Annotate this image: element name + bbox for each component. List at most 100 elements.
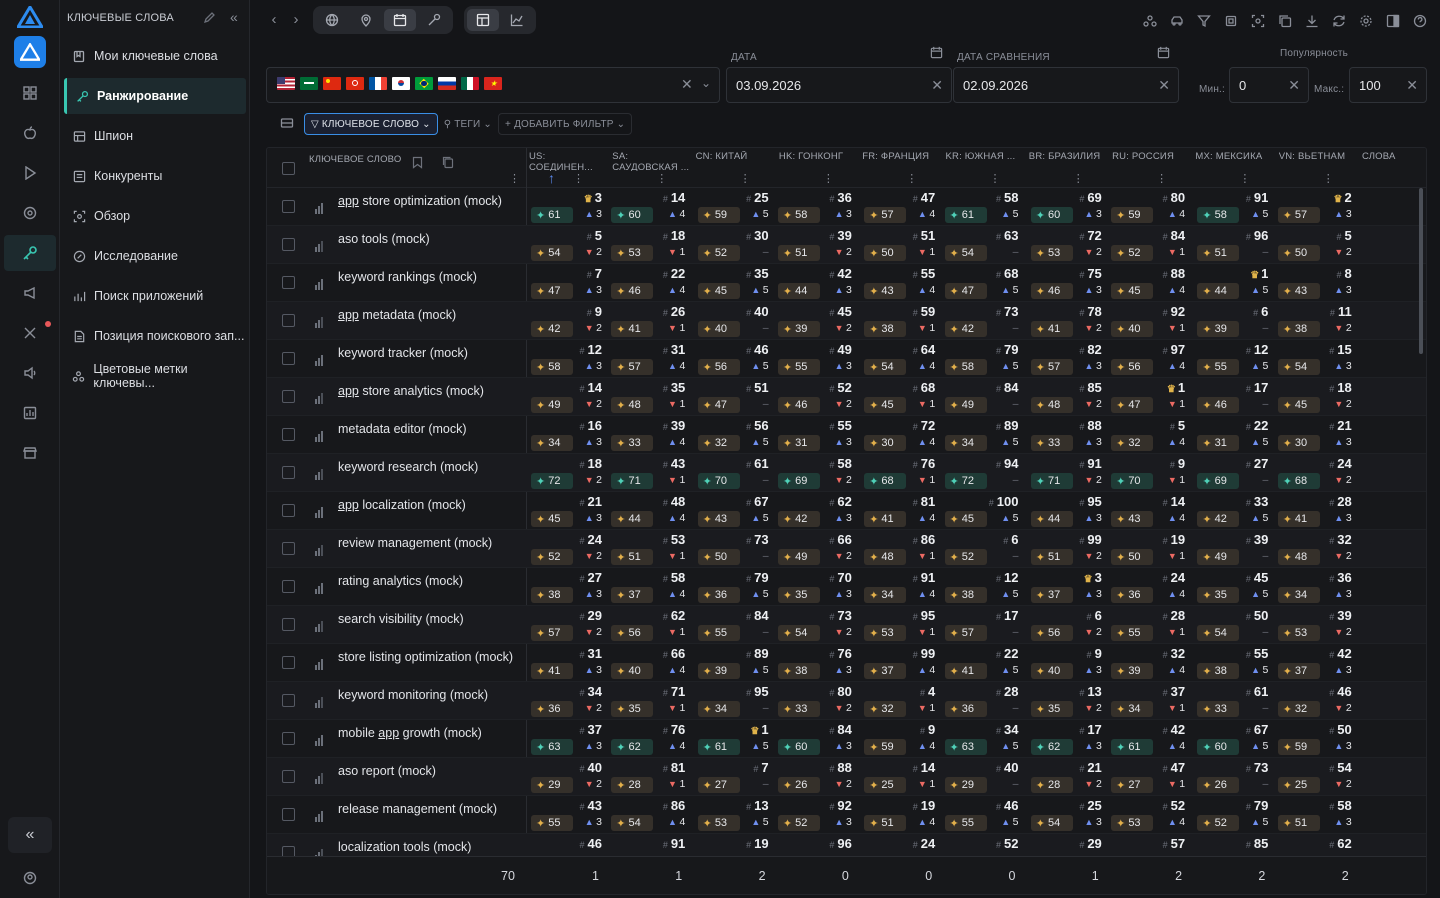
- table-row[interactable]: aso report (mock) #40 ✦ 29 ▼ 2 #81 ▼ 1 ✦ 28 #7 ✦ 27…: [267, 758, 1426, 796]
- sidebar-item-6[interactable]: Поиск приложений: [64, 278, 246, 314]
- rank-cell[interactable]: #48 ▲ 4 ✦ 44: [610, 492, 693, 530]
- rank-cell[interactable]: #68 ▲ 5 ✦ 47: [944, 264, 1027, 302]
- rank-cell[interactable]: #9 ✦ 40 ▲ 3: [1027, 644, 1110, 682]
- select-all-checkbox[interactable]: [282, 162, 295, 175]
- column-menu-icon[interactable]: ⋮: [1156, 173, 1168, 185]
- rank-cell[interactable]: #32 ▲ 4 ✦ 39: [1110, 644, 1193, 682]
- compare-date-field[interactable]: 02.09.2026 ✕: [953, 67, 1179, 103]
- rank-cell[interactable]: #62 ▲ 3 ✦ 42: [777, 492, 860, 530]
- rank-cell[interactable]: #67 ✦ 43 ▲ 5: [694, 492, 777, 530]
- rank-cell[interactable]: #95 ✦ 44 ▲ 3: [1027, 492, 1110, 530]
- row-checkbox[interactable]: [282, 428, 295, 441]
- row-checkbox[interactable]: [282, 390, 295, 403]
- table-row[interactable]: keyword rankings (mock) #7 ✦ 47 ▲ 3 #22 ▲ 4 ✦ 46…: [267, 264, 1426, 302]
- scan-icon[interactable]: [1249, 12, 1266, 29]
- rank-cell[interactable]: #18 ✦ 72 ▼ 2: [527, 454, 610, 492]
- sidebar-item-5[interactable]: Исследование: [64, 238, 246, 274]
- rank-cell[interactable]: #36 ▲ 3 ✦ 34: [1277, 568, 1360, 606]
- rank-cell[interactable]: #50 ▲ 3 ✦ 59: [1277, 720, 1360, 758]
- rank-cell[interactable]: #9 ▼ 1 ✦ 70: [1110, 454, 1193, 492]
- rank-cell[interactable]: #56 ✦ 32 ▲ 5: [694, 416, 777, 454]
- rank-cell[interactable]: #40 – ✦ 29: [944, 758, 1027, 796]
- rank-cell[interactable]: #28 ▼ 1 ✦ 55: [1110, 606, 1193, 644]
- rank-cell[interactable]: #21 ✦ 45 ▲ 3: [527, 492, 610, 530]
- rank-cell[interactable]: #52: [944, 834, 1027, 872]
- table-row[interactable]: app store analytics (mock) #14 ✦ 49 ▼ 2 #35 ▼ …: [267, 378, 1426, 416]
- rank-cell[interactable]: #58 ▲ 5 ✦ 61: [944, 188, 1027, 226]
- rank-cell[interactable]: ♛ 3 ✦ 61 ▲ 3: [527, 188, 610, 226]
- keyword-text[interactable]: keyword tracker (mock): [338, 346, 468, 360]
- row-checkbox[interactable]: [282, 770, 295, 783]
- rank-cell[interactable]: #31 ✦ 41 ▲ 3: [527, 644, 610, 682]
- keyword-text[interactable]: app localization (mock): [338, 498, 466, 512]
- sidebar-item-0[interactable]: Мои ключевые слова: [64, 38, 246, 74]
- rank-cell[interactable]: #37 ✦ 63 ▲ 3: [527, 720, 610, 758]
- rank-cell[interactable]: #16 ✦ 34 ▲ 3: [527, 416, 610, 454]
- keyword-column-header[interactable]: КЛЮЧЕВОЕ СЛОВО: [309, 154, 402, 165]
- rank-cell[interactable]: #9 ✦ 59 ▲ 4: [860, 720, 943, 758]
- rank-cell[interactable]: #58 ▼ 2 ✦ 69: [777, 454, 860, 492]
- sidebar-item-7[interactable]: Позиция поискового зап...: [64, 318, 246, 354]
- rank-cell[interactable]: #34 ▲ 5 ✦ 63: [944, 720, 1027, 758]
- column-menu-icon[interactable]: ⋮: [989, 173, 1001, 185]
- rank-cell[interactable]: #52 ▼ 2 ✦ 46: [777, 378, 860, 416]
- report-icon[interactable]: [22, 405, 38, 421]
- rank-cell[interactable]: #82 ✦ 57 ▲ 3: [1027, 340, 1110, 378]
- row-checkbox[interactable]: [282, 352, 295, 365]
- target-icon[interactable]: [22, 205, 38, 221]
- column-menu-icon[interactable]: ⋮: [1239, 173, 1251, 185]
- rank-cell[interactable]: #14 ▲ 4 ✦ 60: [610, 188, 693, 226]
- rank-cell[interactable]: #19: [694, 834, 777, 872]
- key-icon[interactable]: [4, 235, 56, 271]
- rank-cell[interactable]: #42 ▲ 3 ✦ 37: [1277, 644, 1360, 682]
- column-menu-icon[interactable]: ⋮: [656, 173, 668, 185]
- rank-cell[interactable]: ♛ 1 ▼ 1 ✦ 47: [1110, 378, 1193, 416]
- rank-cell[interactable]: #45 ✦ 35 ▲ 5: [1193, 568, 1276, 606]
- rank-cell[interactable]: #17 ✦ 46 –: [1193, 378, 1276, 416]
- rank-cell[interactable]: #55 ✦ 43 ▲ 4: [860, 264, 943, 302]
- rank-cell[interactable]: #52 ▲ 4 ✦ 53: [1110, 796, 1193, 834]
- apps-grid-icon[interactable]: [22, 85, 38, 101]
- keyword-text[interactable]: mobile app growth (mock): [338, 726, 482, 740]
- tools-icon[interactable]: [22, 325, 38, 341]
- rank-cell[interactable]: #92 ▼ 1 ✦ 40: [1110, 302, 1193, 340]
- globe-icon[interactable]: [316, 9, 348, 31]
- rank-cell[interactable]: #47 ✦ 57 ▲ 4: [860, 188, 943, 226]
- rank-cell[interactable]: #35 ▼ 1 ✦ 48: [610, 378, 693, 416]
- rank-cell[interactable]: #67 ✦ 60 ▲ 5: [1193, 720, 1276, 758]
- country-selector[interactable]: ★ ✕ ⌄: [266, 67, 720, 103]
- rank-cell[interactable]: #79 ✦ 36 ▲ 5: [694, 568, 777, 606]
- rank-cell[interactable]: #58 ▲ 4 ✦ 37: [610, 568, 693, 606]
- calendar-compare-icon[interactable]: [1157, 46, 1170, 62]
- rank-cell[interactable]: #100 ▲ 5 ✦ 45: [944, 492, 1027, 530]
- rank-cell[interactable]: #79 ✦ 52 ▲ 5: [1193, 796, 1276, 834]
- sidebar-item-1[interactable]: Ранжирование: [64, 78, 246, 114]
- rank-cell[interactable]: #27 ✦ 69 –: [1193, 454, 1276, 492]
- column-menu-icon[interactable]: ⋮: [573, 173, 584, 185]
- rank-cell[interactable]: #54 ▼ 2 ✦ 25: [1277, 758, 1360, 796]
- keyword-text[interactable]: localization tools (mock): [338, 840, 472, 854]
- rank-cell[interactable]: #84 – ✦ 49: [944, 378, 1027, 416]
- rank-cell[interactable]: #51 ✦ 47 –: [694, 378, 777, 416]
- rank-cell[interactable]: #81 ✦ 41 ▲ 4: [860, 492, 943, 530]
- rank-cell[interactable]: #76 ✦ 68 ▼ 1: [860, 454, 943, 492]
- rank-cell[interactable]: #76 ▲ 3 ✦ 38: [777, 644, 860, 682]
- row-checkbox[interactable]: [282, 200, 295, 213]
- account-icon[interactable]: [22, 870, 38, 886]
- table-view-icon[interactable]: [467, 8, 499, 31]
- rank-cell[interactable]: #7 ✦ 27 –: [694, 758, 777, 796]
- collapse-sidebar-icon[interactable]: «: [230, 9, 238, 25]
- sidebar-item-8[interactable]: Цветовые метки ключевы...: [64, 358, 246, 394]
- rank-cell[interactable]: #33 ✦ 42 ▲ 5: [1193, 492, 1276, 530]
- keyword-text[interactable]: app store optimization (mock): [338, 194, 502, 208]
- rank-cell[interactable]: #24: [860, 834, 943, 872]
- rank-cell[interactable]: #55 ▲ 3 ✦ 31: [777, 416, 860, 454]
- row-checkbox[interactable]: [282, 808, 295, 821]
- rank-cell[interactable]: #73 ▼ 2 ✦ 54: [777, 606, 860, 644]
- clear-compare-date-icon[interactable]: ✕: [1158, 77, 1170, 93]
- rank-cell[interactable]: #40 ✦ 29 ▼ 2: [527, 758, 610, 796]
- rank-cell[interactable]: #92 ▲ 3 ✦ 52: [777, 796, 860, 834]
- keyword-text[interactable]: keyword monitoring (mock): [338, 688, 489, 702]
- table-row[interactable]: metadata editor (mock) #16 ✦ 34 ▲ 3 #39 ▲ 4 ✦ 33…: [267, 416, 1426, 454]
- column-header-8[interactable]: MX: МЕКСИКА: [1195, 151, 1263, 162]
